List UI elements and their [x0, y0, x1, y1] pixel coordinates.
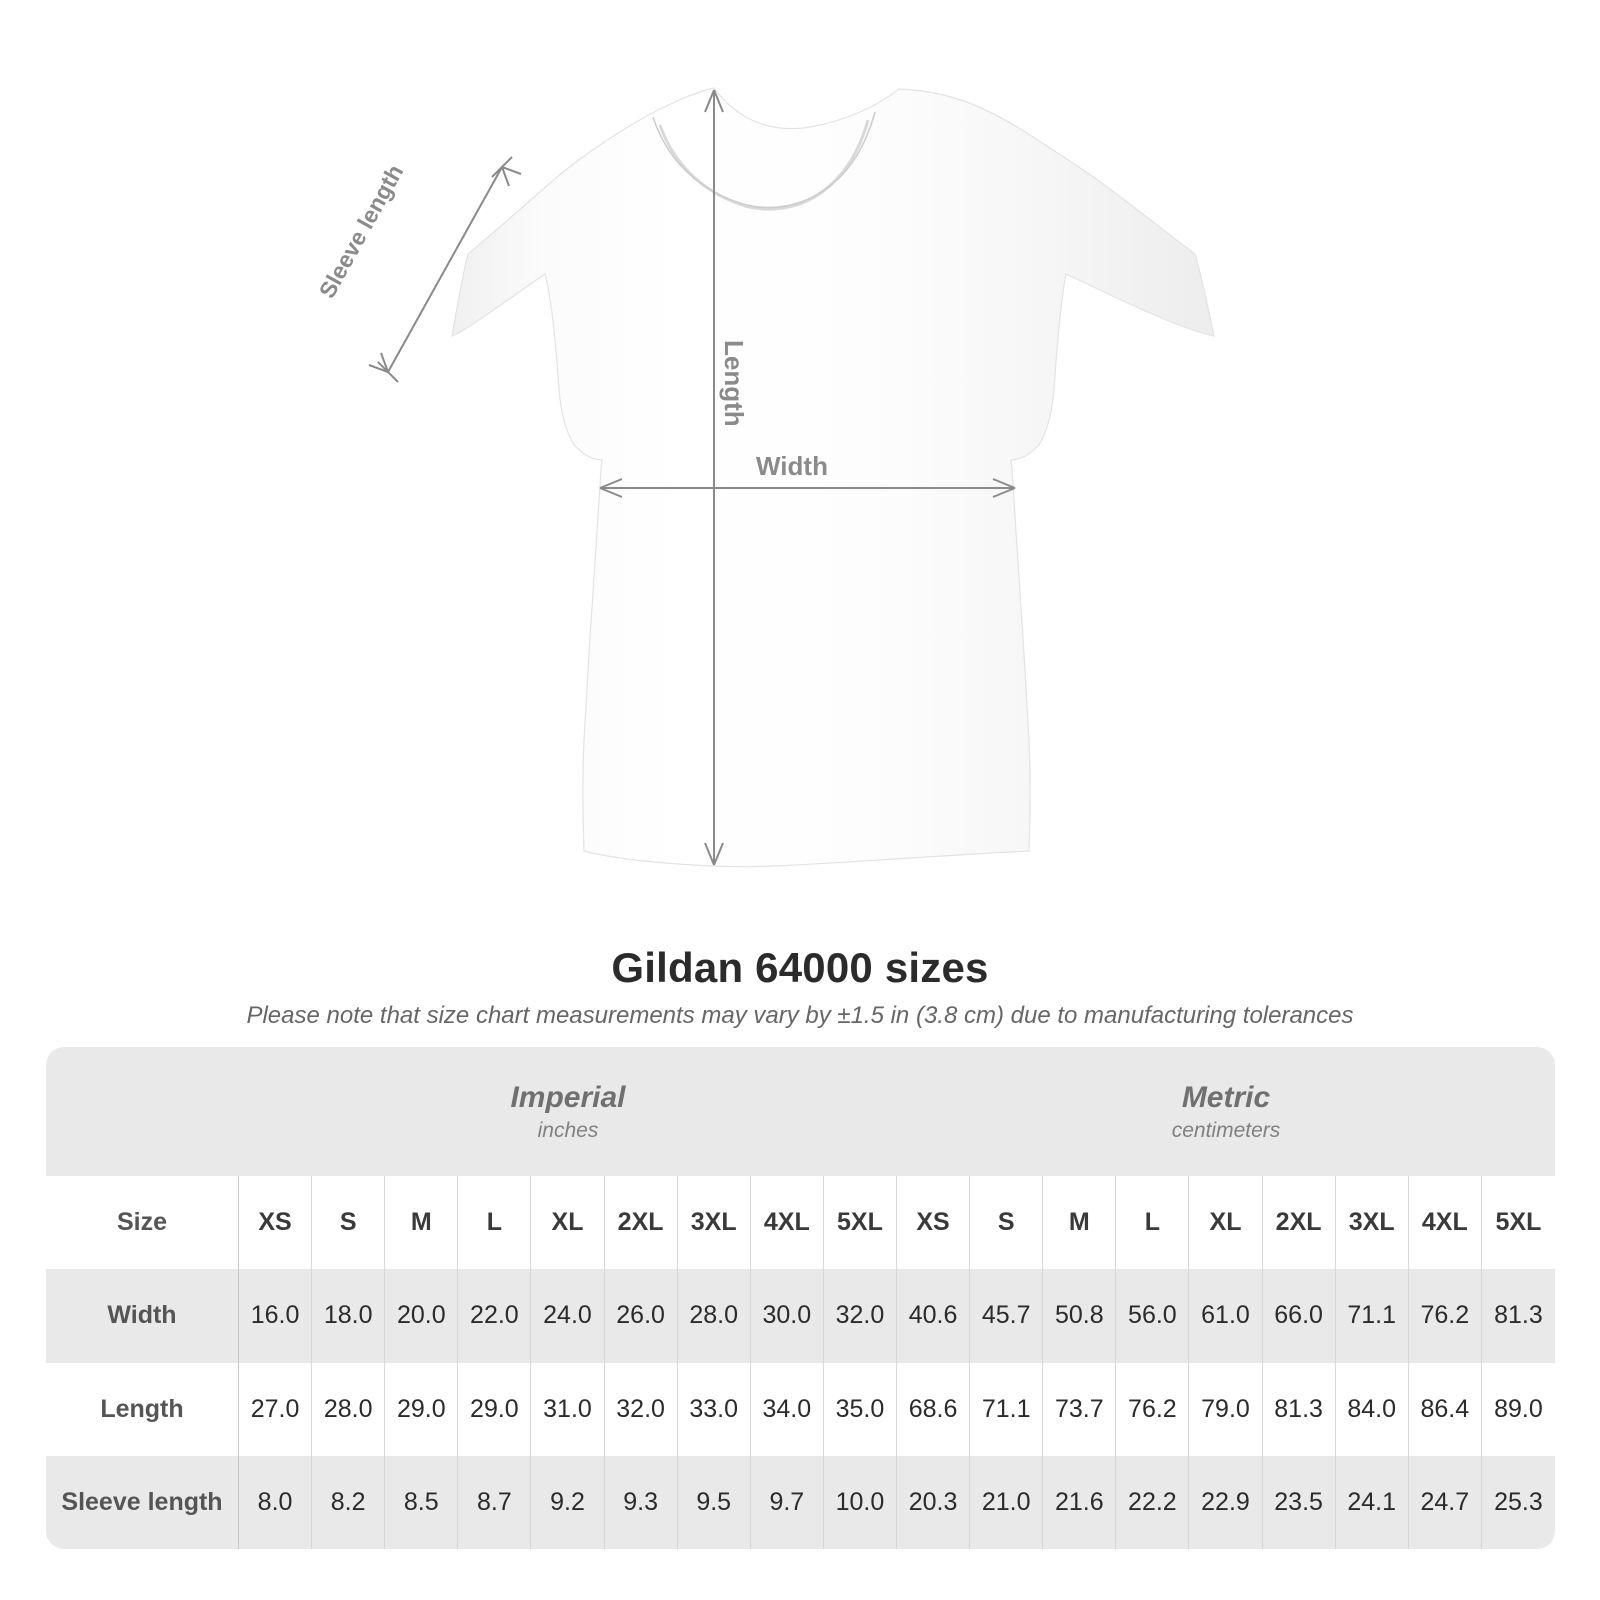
svg-text:Sleeve length: Sleeve length — [314, 160, 409, 302]
svg-text:Length: Length — [719, 340, 749, 427]
svg-text:Width: Width — [756, 451, 828, 481]
